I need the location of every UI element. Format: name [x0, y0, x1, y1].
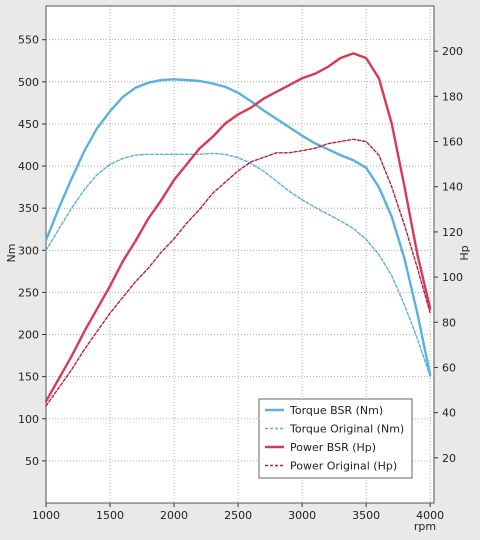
series-line	[44, 52, 432, 403]
y-left-tick-label: 550	[18, 34, 39, 47]
series-line	[45, 152, 431, 378]
x-tick-label: 1500	[96, 509, 124, 522]
y-right-tick-label: 160	[442, 136, 463, 149]
y-right-tick-label: 120	[442, 226, 463, 239]
y-right-tick-label: 100	[442, 271, 463, 284]
y-left-tick-label: 500	[18, 76, 39, 89]
x-axis-label: rpm	[414, 520, 436, 533]
legend-box	[258, 398, 413, 479]
y-left-tick-label: 250	[18, 286, 39, 299]
y-right-tick-label: 80	[442, 316, 456, 329]
legend-label: Torque BSR (Nm)	[289, 404, 383, 417]
legend: Torque BSR (Nm) Torque Original (Nm) Power…	[258, 398, 413, 479]
series-line	[45, 138, 431, 407]
y-left-tick-label: 300	[18, 244, 39, 257]
y-left-tick-label: 450	[18, 118, 39, 131]
y-left-tick-label: 50	[25, 455, 39, 468]
series-line	[44, 78, 432, 377]
y-right-tick-label: 20	[442, 452, 456, 465]
legend-label: Torque Original (Nm)	[289, 423, 404, 436]
x-tick-label: 2000	[160, 509, 188, 522]
series-group	[44, 52, 432, 407]
x-tick-label: 4000	[416, 509, 444, 522]
y-right-tick-label: 200	[442, 45, 463, 58]
y-left-tick-label: 350	[18, 202, 39, 215]
plot-frame	[45, 5, 435, 504]
axes: 1000 1500 2000 2500 3000 3500 4000 50 100 150 200 2…	[18, 5, 463, 522]
x-tick-label: 3000	[288, 509, 316, 522]
legend-label: Power BSR (Hp)	[290, 441, 376, 454]
x-tick-label: 3500	[352, 509, 380, 522]
y-left-tick-label: 200	[18, 329, 39, 342]
x-tick-label: 1000	[32, 509, 60, 522]
x-tick-label: 2500	[224, 509, 252, 522]
y-right-tick-label: 180	[442, 90, 463, 103]
y-axis-left-label: Nm	[5, 244, 18, 263]
y-axis-right-label: Hp	[458, 245, 471, 260]
y-left-tick-label: 150	[18, 371, 39, 384]
y-left-tick-label: 100	[18, 413, 39, 426]
y-right-tick-label: 40	[442, 407, 456, 420]
legend-label: Power Original (Hp)	[290, 460, 397, 473]
y-left-tick-label: 400	[18, 160, 39, 173]
y-right-tick-label: 140	[442, 181, 463, 194]
y-right-tick-label: 60	[442, 361, 456, 374]
